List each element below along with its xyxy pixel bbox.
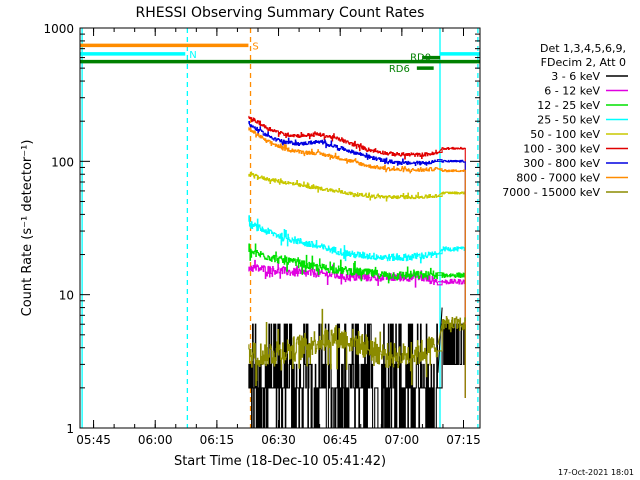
y-tick-label-1: 10 xyxy=(59,289,74,303)
legend-header-2: FDecim 2, Att 0 xyxy=(541,56,626,69)
series-8 xyxy=(248,308,466,398)
x-axis: 05:45 06:00 06:15 06:30 06:45 07:00 07:15 xyxy=(76,28,481,447)
series-line-5 xyxy=(248,115,466,160)
series-connector-0 xyxy=(437,307,443,373)
series-line-2 xyxy=(248,243,466,284)
x-tick-label-6: 07:15 xyxy=(446,433,481,447)
flag-label-rd6: RD6 xyxy=(389,64,410,75)
legend-label-1: 6 - 12 keV xyxy=(544,85,600,98)
legend-label-8: 7000 - 15000 keV xyxy=(502,186,600,199)
date-stamp: 17-Oct-2021 18:01 xyxy=(558,468,634,477)
y-tick-label-2: 100 xyxy=(51,155,74,169)
legend-label-0: 3 - 6 keV xyxy=(551,70,600,83)
series-line-3 xyxy=(248,215,466,264)
y-axis-label: Count Rate (s⁻¹ detector⁻¹) xyxy=(20,140,35,317)
x-tick-label-0: 05:45 xyxy=(76,433,111,447)
legend-label-7: 800 - 7000 keV xyxy=(516,172,600,185)
legend: Det 1,3,4,5,6,9, FDecim 2, Att 0 3 - 6 k… xyxy=(502,42,628,199)
y-axis: 1 10 100 1000 xyxy=(43,22,480,436)
series-line-0 xyxy=(248,323,466,429)
legend-label-4: 50 - 100 keV xyxy=(530,128,600,141)
series-layer xyxy=(248,115,466,429)
x-tick-label-5: 07:00 xyxy=(385,433,420,447)
flag-label-n: N xyxy=(189,50,196,61)
legend-label-5: 100 - 300 keV xyxy=(523,143,600,156)
x-tick-label-4: 06:45 xyxy=(323,433,358,447)
series-connector-3 xyxy=(437,248,443,255)
plot-frame xyxy=(79,27,481,429)
x-tick-label-1: 06:00 xyxy=(138,433,173,447)
series-line-8 xyxy=(248,308,466,386)
y-tick-label-0: 1 xyxy=(66,422,74,436)
series-connector-4 xyxy=(437,192,443,197)
flag-label-rd0: RD0 xyxy=(410,53,431,64)
legend-label-2: 12 - 25 keV xyxy=(537,99,600,112)
legend-label-6: 300 - 800 keV xyxy=(523,157,600,170)
series-connector-7 xyxy=(437,168,443,172)
series-connector-5 xyxy=(437,148,443,154)
x-axis-label: Start Time (18-Dec-10 05:41:42) xyxy=(174,454,386,469)
series-line-1 xyxy=(248,259,466,288)
series-connector-8 xyxy=(437,324,443,346)
series-line-4 xyxy=(248,171,466,202)
series-line-6 xyxy=(248,120,466,167)
x-tick-label-2: 06:15 xyxy=(200,433,235,447)
flag-label-s: S xyxy=(252,41,258,52)
legend-label-3: 25 - 50 keV xyxy=(537,114,600,127)
y-tick-label-3: 1000 xyxy=(43,22,74,36)
legend-header-1: Det 1,3,4,5,6,9, xyxy=(540,42,626,55)
chart-title: RHESSI Observing Summary Count Rates xyxy=(136,5,425,21)
x-tick-label-3: 06:30 xyxy=(261,433,296,447)
series-line-7 xyxy=(248,127,466,174)
